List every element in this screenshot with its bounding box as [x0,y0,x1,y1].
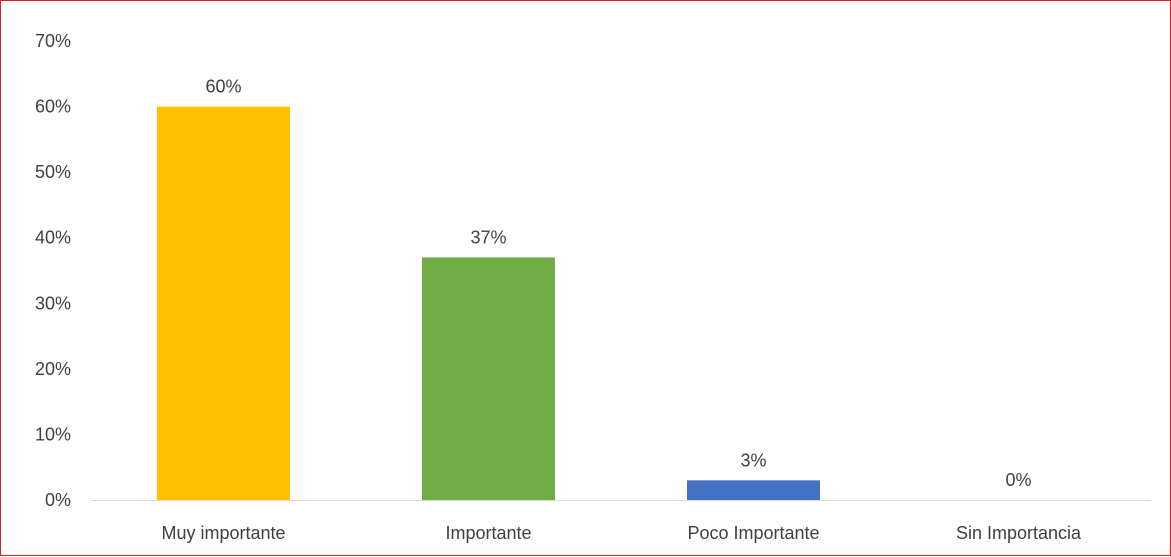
category-label: Importante [445,523,531,543]
data-label: 3% [740,450,766,470]
category-label: Poco Importante [687,523,819,543]
y-tick-label: 30% [35,293,71,313]
category-labels: Muy importante Importante Poco Importante S… [161,523,1082,543]
data-labels: 60% 37% 3% 0% [205,77,1031,490]
category-label: Sin Importancia [956,523,1082,543]
data-label: 0% [1005,470,1031,490]
bars [157,106,820,501]
y-tick-label: 20% [35,359,71,379]
data-label: 37% [470,227,506,247]
y-tick-label: 40% [35,228,71,248]
y-tick-label: 70% [35,31,71,51]
y-axis-ticks: 0% 10% 20% 30% 40% 50% 60% 70% [35,31,71,510]
y-tick-label: 50% [35,162,71,182]
data-label: 60% [205,77,241,97]
y-tick-label: 10% [35,424,71,444]
category-label: Muy importante [161,523,285,543]
bar [157,106,290,501]
y-tick-label: 60% [35,97,71,117]
bar [422,257,555,500]
bar [687,480,820,500]
y-tick-label: 0% [45,490,71,510]
